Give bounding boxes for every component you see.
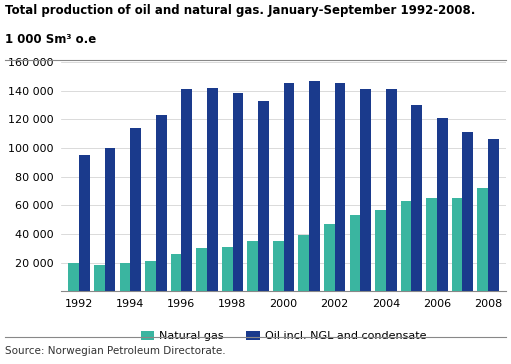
Bar (233, 94, 243, 291)
Bar (258, 100, 269, 291)
Bar (156, 115, 167, 291)
Bar (105, 148, 115, 291)
Bar (350, 215, 360, 291)
Bar (324, 224, 335, 291)
Bar (207, 88, 218, 291)
Bar (79, 155, 90, 291)
Bar (360, 89, 371, 291)
Text: Total production of oil and natural gas. January-September 1992-2008.: Total production of oil and natural gas.… (5, 4, 475, 17)
Bar (462, 132, 473, 291)
Bar (145, 261, 156, 291)
Bar (411, 105, 422, 291)
Bar (426, 198, 437, 291)
Bar (68, 262, 79, 291)
Bar (273, 241, 284, 291)
Bar (309, 80, 320, 291)
Bar (477, 188, 488, 291)
Text: Source: Norwegian Petroleum Directorate.: Source: Norwegian Petroleum Directorate. (5, 346, 226, 356)
Bar (94, 265, 105, 291)
Bar (222, 247, 233, 291)
Bar (386, 89, 397, 291)
Bar (488, 139, 499, 291)
Bar (375, 210, 386, 291)
Bar (298, 235, 309, 291)
Bar (120, 262, 130, 291)
Bar (171, 254, 181, 291)
Legend: Natural gas, Oil incl. NGL and condensate: Natural gas, Oil incl. NGL and condensat… (136, 327, 431, 346)
Bar (452, 198, 462, 291)
Bar (181, 89, 192, 291)
Bar (247, 241, 258, 291)
Bar (437, 118, 448, 291)
Text: 1 000 Sm³ o.e: 1 000 Sm³ o.e (5, 33, 97, 46)
Bar (335, 83, 345, 291)
Bar (284, 83, 294, 291)
Bar (196, 248, 207, 291)
Bar (130, 128, 141, 291)
Bar (401, 201, 411, 291)
